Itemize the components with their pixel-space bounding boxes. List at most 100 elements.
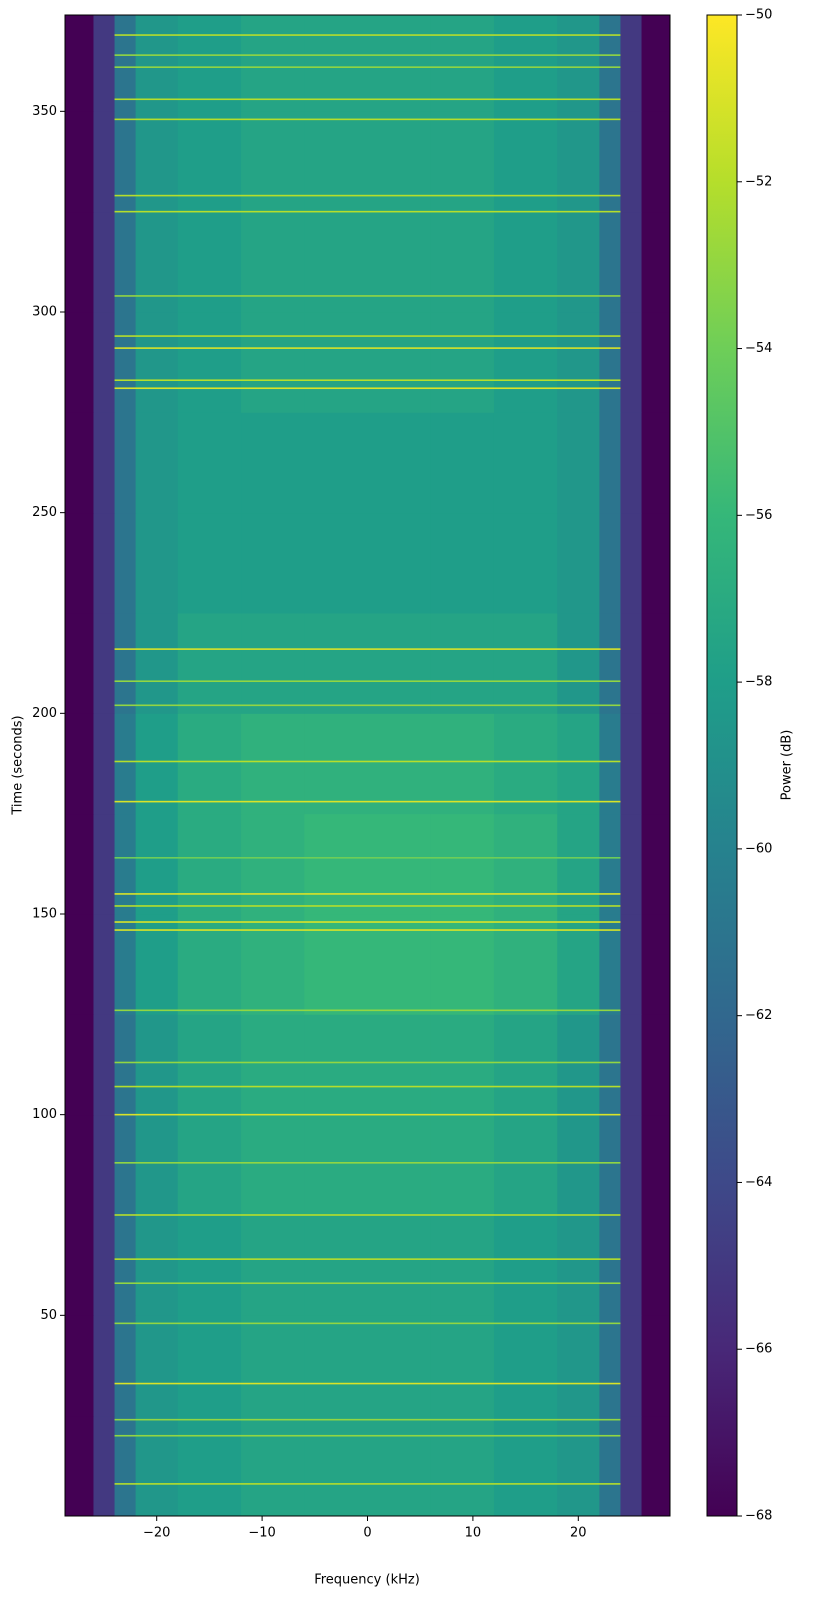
cell bbox=[493, 813, 558, 915]
cell bbox=[135, 111, 179, 213]
cell bbox=[135, 612, 179, 714]
cell bbox=[304, 1315, 368, 1417]
cell bbox=[135, 1214, 179, 1316]
cell bbox=[557, 913, 600, 1015]
cell bbox=[93, 612, 116, 714]
cell bbox=[430, 913, 495, 1015]
cell bbox=[65, 1114, 94, 1216]
cell bbox=[65, 211, 94, 313]
cell bbox=[304, 512, 368, 614]
y-tick-label: 150 bbox=[32, 906, 57, 921]
cell bbox=[493, 1315, 558, 1417]
signal-line bbox=[114, 929, 621, 931]
cell bbox=[599, 111, 621, 213]
signal-line bbox=[114, 1483, 621, 1485]
cell bbox=[304, 713, 368, 815]
cell bbox=[641, 311, 670, 413]
cell bbox=[114, 1014, 137, 1116]
colorbar-tick-label: −56 bbox=[745, 508, 772, 523]
cell bbox=[65, 813, 94, 915]
y-axis-label: Time (seconds) bbox=[11, 715, 26, 815]
signal-line bbox=[114, 800, 621, 803]
cell bbox=[430, 111, 495, 213]
signal-line bbox=[114, 1162, 621, 1164]
signal-line bbox=[114, 921, 621, 923]
cell bbox=[241, 1114, 305, 1216]
cell bbox=[367, 1415, 432, 1516]
cell bbox=[135, 1415, 179, 1516]
cell bbox=[241, 15, 305, 112]
cell bbox=[241, 1214, 305, 1316]
cell bbox=[241, 111, 305, 213]
cell bbox=[177, 713, 242, 815]
signal-line bbox=[114, 1009, 621, 1012]
cell bbox=[493, 1014, 558, 1116]
signal-line bbox=[114, 1214, 621, 1216]
cell bbox=[430, 211, 495, 313]
colorbar bbox=[706, 14, 738, 1517]
cell bbox=[599, 1415, 621, 1516]
cell bbox=[641, 713, 670, 815]
cell bbox=[620, 1315, 643, 1417]
y-tick-label: 350 bbox=[32, 104, 57, 119]
signal-line bbox=[114, 347, 621, 349]
cell bbox=[177, 512, 242, 614]
cell bbox=[304, 1415, 368, 1516]
cell bbox=[641, 1415, 670, 1516]
signal-line bbox=[114, 379, 621, 382]
cell bbox=[135, 211, 179, 313]
cell bbox=[493, 211, 558, 313]
cell bbox=[493, 311, 558, 413]
cell bbox=[177, 111, 242, 213]
cell bbox=[620, 412, 643, 514]
cell bbox=[599, 412, 621, 514]
signal-line bbox=[114, 1258, 621, 1260]
cell bbox=[641, 1114, 670, 1216]
cell bbox=[135, 512, 179, 614]
colorbar-tick-label: −68 bbox=[745, 1509, 772, 1524]
cell bbox=[620, 713, 643, 815]
cell bbox=[493, 111, 558, 213]
cell bbox=[304, 1214, 368, 1316]
cell bbox=[135, 713, 179, 815]
cell bbox=[599, 1114, 621, 1216]
cell bbox=[304, 813, 368, 915]
cell bbox=[493, 1114, 558, 1216]
cell bbox=[65, 412, 94, 514]
cell bbox=[241, 1315, 305, 1417]
signal-line bbox=[114, 1418, 621, 1421]
cell bbox=[557, 1114, 600, 1216]
signal-line bbox=[114, 34, 621, 36]
cell bbox=[304, 913, 368, 1015]
y-tick-label: 200 bbox=[32, 706, 57, 721]
cell bbox=[599, 612, 621, 714]
cell bbox=[641, 512, 670, 614]
cell bbox=[367, 1114, 432, 1216]
cell bbox=[135, 1315, 179, 1417]
signal-line bbox=[114, 387, 621, 390]
x-tick-label: 0 bbox=[363, 1526, 371, 1541]
cell bbox=[430, 412, 495, 514]
cell bbox=[620, 1114, 643, 1216]
y-tick-label: 50 bbox=[40, 1308, 57, 1323]
cell bbox=[599, 713, 621, 815]
cell bbox=[65, 913, 94, 1015]
x-tick-label: 20 bbox=[570, 1526, 587, 1541]
cell bbox=[114, 1114, 137, 1216]
signal-line bbox=[114, 194, 621, 197]
cell bbox=[304, 15, 368, 112]
signal-line bbox=[114, 1282, 621, 1285]
cell bbox=[65, 713, 94, 815]
cell bbox=[367, 612, 432, 714]
cell bbox=[557, 1415, 600, 1516]
cell bbox=[135, 1114, 179, 1216]
cell bbox=[641, 15, 670, 112]
signal-line bbox=[114, 1322, 621, 1325]
cell bbox=[557, 15, 600, 112]
signal-line bbox=[114, 335, 621, 337]
cell bbox=[430, 311, 495, 413]
cell bbox=[557, 412, 600, 514]
cell bbox=[65, 1415, 94, 1516]
cell bbox=[241, 512, 305, 614]
